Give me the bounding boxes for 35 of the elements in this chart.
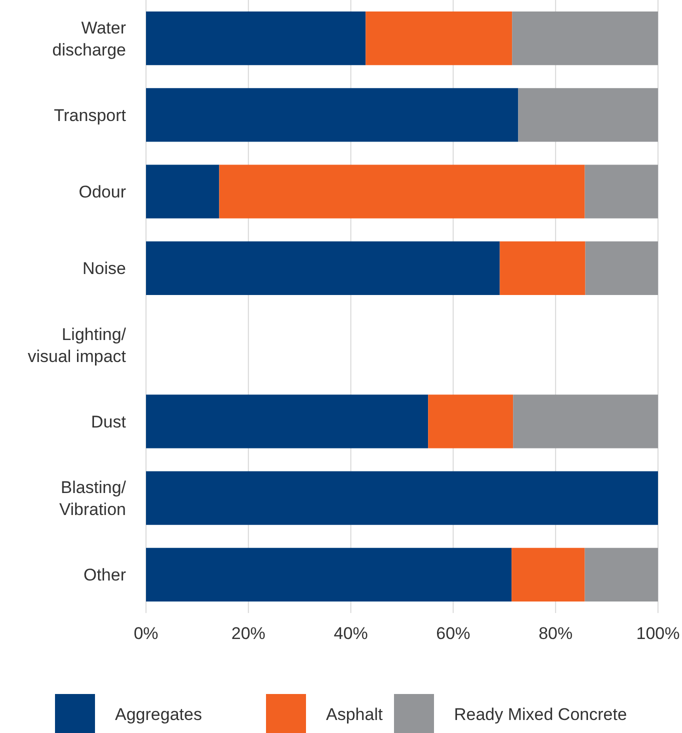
- bar: [366, 11, 512, 66]
- bar: [146, 548, 512, 602]
- y-tick-label: Water discharge: [52, 18, 126, 60]
- bar: [500, 241, 586, 296]
- x-tick-label: 20%: [231, 624, 266, 644]
- y-tick-label: Lighting/ visual impact: [28, 324, 126, 366]
- bar: [585, 241, 658, 296]
- bar: [219, 164, 585, 218]
- bar: [584, 164, 658, 218]
- legend-label: Aggregates: [115, 704, 202, 724]
- bar: [146, 471, 658, 525]
- legend-label: Asphalt: [326, 704, 383, 724]
- x-tick-label: 40%: [334, 624, 368, 644]
- x-tick-label: 60%: [436, 624, 470, 644]
- y-tick-label: Blasting/ Vibration: [59, 478, 126, 520]
- bar: [512, 548, 585, 602]
- bar: [428, 394, 514, 448]
- bar: [146, 164, 220, 218]
- bar: [146, 241, 500, 296]
- bar: [518, 88, 658, 142]
- bar: [146, 11, 366, 66]
- x-tick-label: 0%: [134, 624, 158, 644]
- y-tick-label: Transport: [54, 106, 126, 125]
- y-tick-label: Noise: [82, 259, 126, 278]
- bar: [146, 394, 428, 448]
- bar: [146, 88, 518, 142]
- legend-label: Ready Mixed Concrete: [454, 704, 627, 724]
- x-tick-label: 100%: [636, 624, 680, 644]
- x-tick-label: 80%: [538, 624, 573, 644]
- bar: [512, 11, 658, 66]
- y-tick-label: Odour: [78, 182, 126, 202]
- bar: [584, 548, 658, 602]
- y-tick-label: Dust: [91, 412, 126, 432]
- bar: [513, 394, 658, 448]
- y-tick-label: Other: [83, 566, 126, 585]
